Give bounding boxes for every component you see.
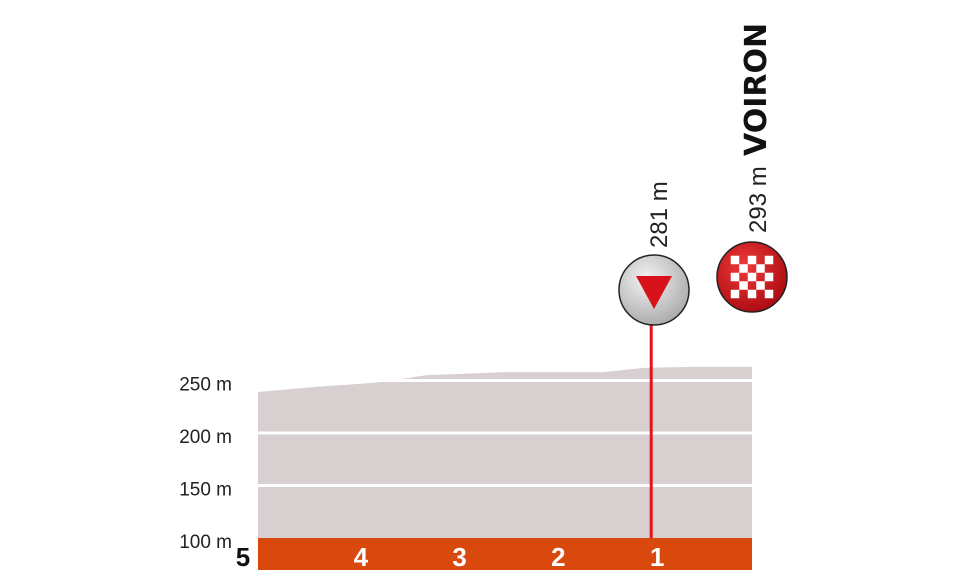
finish-town-name: VOIRON <box>739 23 774 156</box>
y-tick-label: 250 m <box>179 375 232 396</box>
checker-square <box>730 255 740 265</box>
checker-square <box>764 289 774 299</box>
last-km-altitude: 281 m <box>646 181 673 248</box>
checker-square <box>756 281 765 290</box>
finish-marker: 293 m VOIRON <box>716 23 788 313</box>
finish-altitude: 293 m <box>745 166 772 233</box>
flamme-rouge-triangle-icon <box>636 276 672 309</box>
last-km-marker: 281 m <box>618 181 690 326</box>
km-marker-label: 1 <box>650 542 664 572</box>
checker-square <box>739 264 748 273</box>
checker-square <box>764 272 774 282</box>
checker-square <box>730 289 740 299</box>
y-tick-label: 200 m <box>179 427 232 448</box>
km-marker-label: 5 <box>236 542 250 572</box>
km-marker-label: 2 <box>551 542 565 572</box>
checker-square <box>730 272 740 282</box>
checker-square <box>756 264 765 273</box>
checker-square <box>747 255 757 265</box>
y-tick-label: 150 m <box>179 480 232 501</box>
checkered-flag-pattern <box>730 255 774 299</box>
checker-square <box>739 281 748 290</box>
km-bar <box>258 538 752 570</box>
checker-square <box>747 272 757 282</box>
y-tick-label: 100 m <box>179 532 232 553</box>
elevation-profile-area <box>258 366 752 538</box>
checker-square <box>764 255 774 265</box>
km-marker-label: 4 <box>354 542 369 572</box>
checker-square <box>747 289 757 299</box>
km-marker-label: 3 <box>452 542 466 572</box>
